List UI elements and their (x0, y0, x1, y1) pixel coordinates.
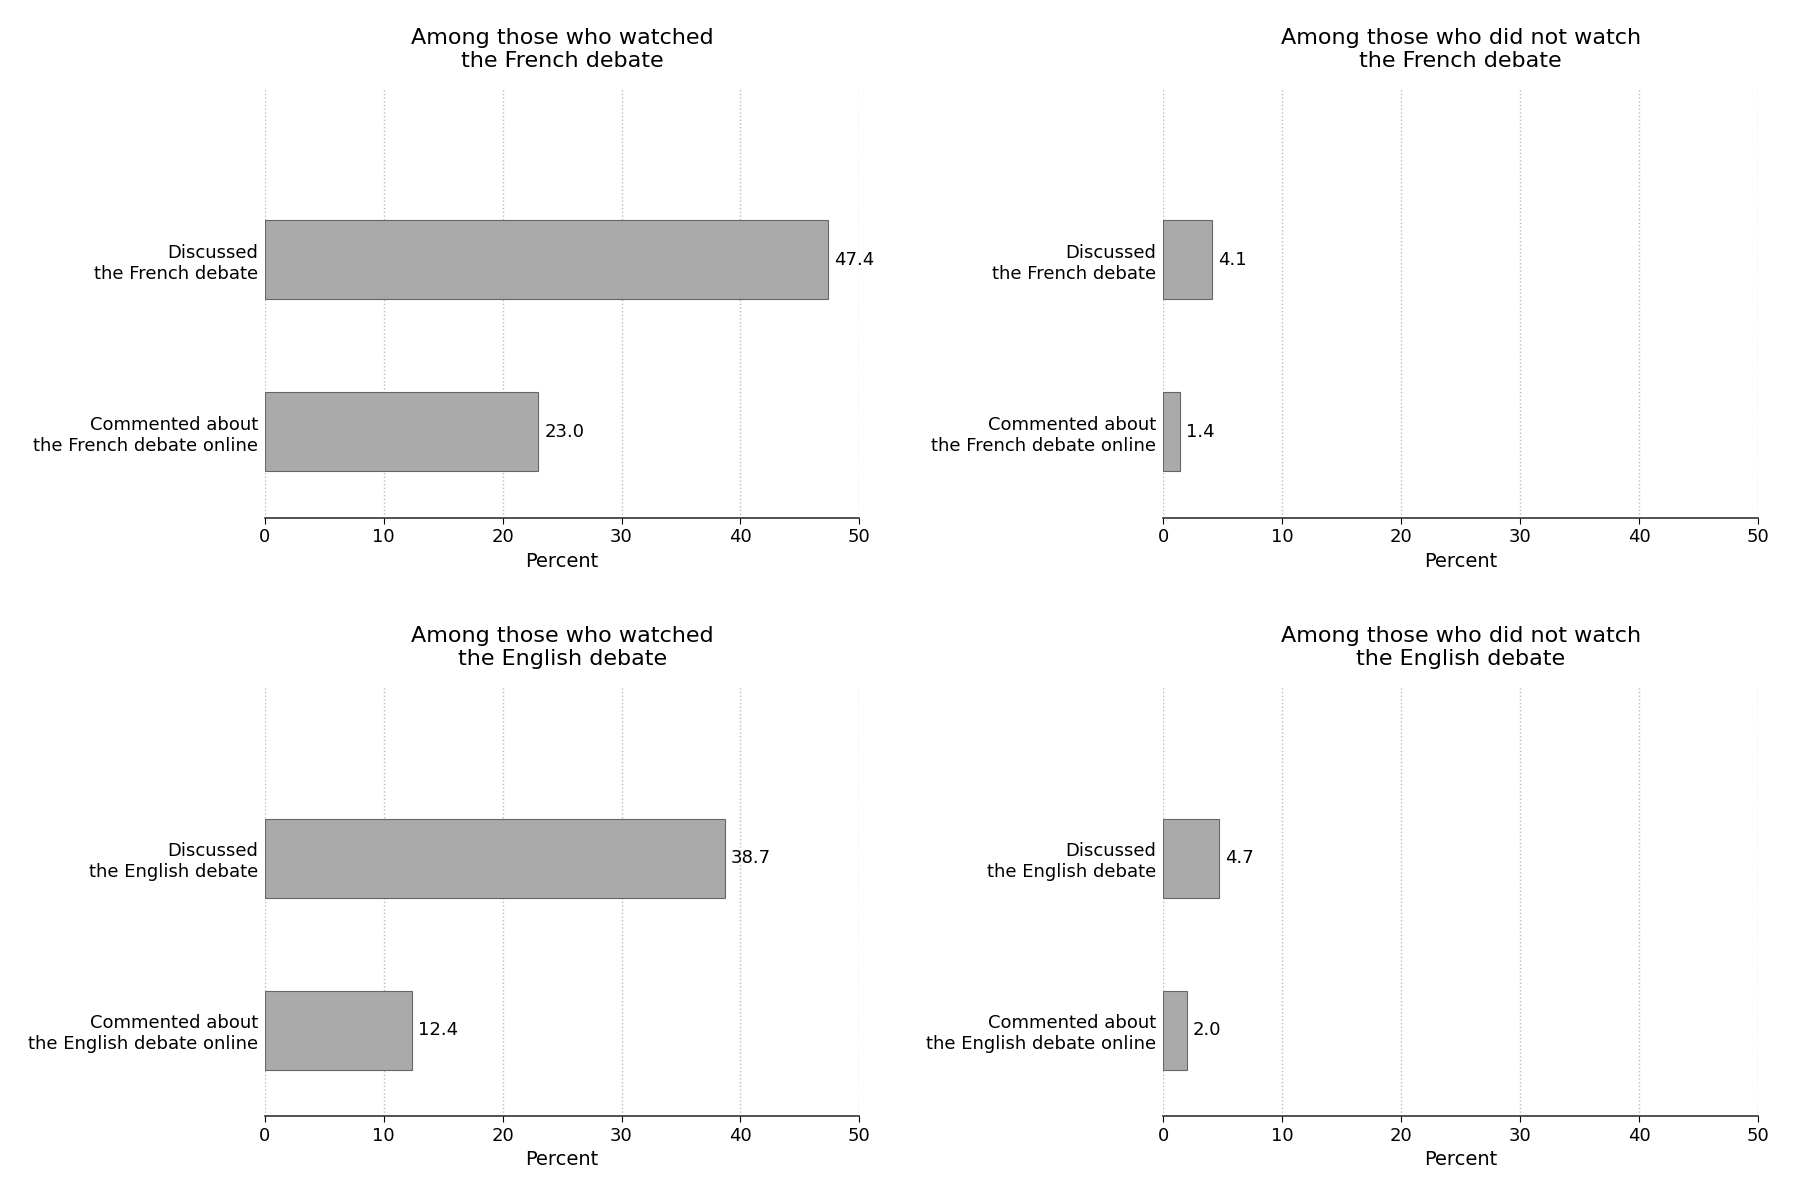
X-axis label: Percent: Percent (1423, 552, 1497, 571)
Bar (264, 220, 828, 299)
Bar (1163, 991, 1188, 1070)
X-axis label: Percent: Percent (525, 1150, 598, 1169)
Title: Among those who did not watch
the French debate: Among those who did not watch the French… (1281, 28, 1641, 71)
Text: 4.7: 4.7 (1226, 850, 1254, 868)
Text: 1.4: 1.4 (1186, 423, 1215, 440)
Text: 4.1: 4.1 (1218, 251, 1247, 269)
X-axis label: Percent: Percent (525, 552, 598, 571)
Text: 23.0: 23.0 (544, 423, 584, 440)
Bar (1163, 393, 1181, 472)
Bar (264, 819, 724, 898)
Text: 47.4: 47.4 (834, 251, 875, 269)
Bar (1163, 220, 1213, 299)
X-axis label: Percent: Percent (1423, 1150, 1497, 1169)
Text: 12.4: 12.4 (419, 1021, 458, 1039)
Title: Among those who watched
the English debate: Among those who watched the English deba… (412, 626, 713, 669)
Bar (1163, 819, 1218, 898)
Text: 2.0: 2.0 (1193, 1021, 1222, 1039)
Title: Among those who watched
the French debate: Among those who watched the French debat… (412, 28, 713, 71)
Title: Among those who did not watch
the English debate: Among those who did not watch the Englis… (1281, 626, 1641, 669)
Bar (264, 991, 412, 1070)
Bar (264, 393, 539, 472)
Text: 38.7: 38.7 (731, 850, 771, 868)
